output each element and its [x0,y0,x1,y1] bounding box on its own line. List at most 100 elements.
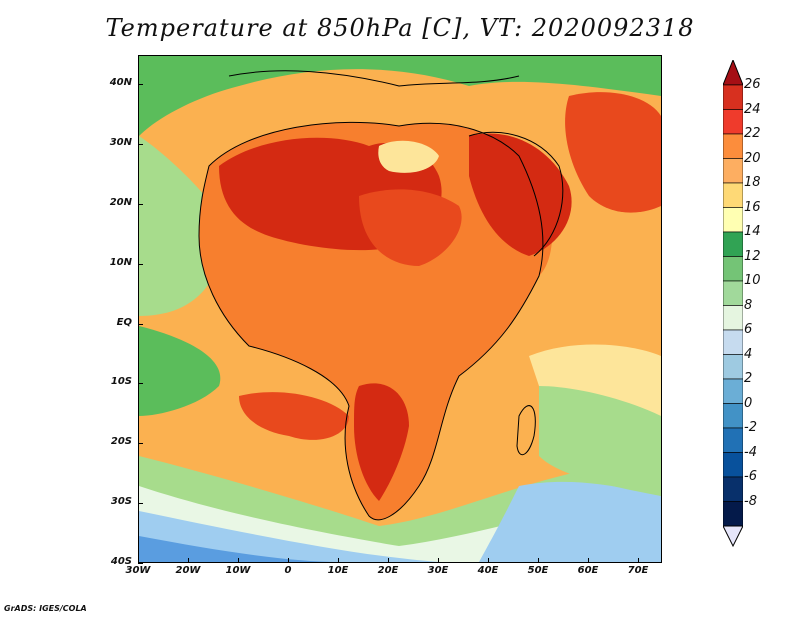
longitude-label: 10E [327,565,349,576]
latitude-label: 10N [109,256,132,268]
colorbar-segment [723,305,743,331]
colorbar-label: 16 [744,199,761,215]
longitude-tick [488,558,489,563]
longitude-tick [338,558,339,563]
longitude-label: 40E [477,565,499,576]
longitude-label: 70E [627,565,649,576]
colorbar-segment [723,427,743,453]
colorbar-label: 10 [744,273,761,288]
latitude-tick [138,263,143,265]
map-canvas [139,56,661,562]
colorbar-segment [723,329,743,355]
colorbar-label: 2 [744,371,753,386]
longitude-tick [188,558,189,563]
latitude-tick [138,503,143,505]
longitude-label: 10W [225,565,251,576]
longitude-label: 0 [284,565,292,576]
colorbar-segment [723,501,743,527]
longitude-label: 30W [125,565,151,576]
latitude-tick [138,443,143,445]
latitude-tick [138,143,143,145]
indian-ocean-yellow [529,344,661,416]
latitude-label: EQ [116,316,132,328]
latitude-label: 20S [110,436,132,448]
latitude-tick [138,84,143,85]
longitude-tick [538,558,539,563]
colorbar-segment [723,84,743,110]
colorbar-segment [723,133,743,159]
temperature-colorbar [723,60,743,548]
colorbar-segment [723,403,743,429]
longitude-label: 20W [175,565,201,576]
map-title: Temperature at 850hPa [C], VT: 202009231… [105,14,695,42]
colorbar-segment [723,256,743,282]
colorbar-label: 4 [744,346,753,362]
longitude-tick [238,558,239,563]
colorbar-label: -2 [744,420,757,435]
latitude-tick [138,563,143,564]
colorbar-top-arrow [723,60,743,86]
latitude-label: 10S [110,376,132,388]
arabia-coastline [468,131,564,257]
colorbar-label: 12 [744,248,761,264]
colorbar-label: 20 [744,150,761,166]
longitude-label: 50E [527,565,549,576]
colorbar-label: -6 [744,469,757,484]
latitude-label: 40N [109,77,132,88]
indian-ocean-green [539,383,661,496]
longitude-label: 60E [577,565,599,576]
latitude-tick [138,383,143,385]
colorbar-segment [723,476,743,502]
colorbar-label: 22 [744,126,761,141]
colorbar-segment [723,452,743,478]
colorbar-label: 14 [744,224,761,239]
colorbar-label: 26 [744,77,761,92]
colorbar-segment [723,158,743,184]
colorbar-label: 18 [744,175,761,190]
colorbar-label: 6 [744,322,753,337]
colorbar-segment [723,231,743,257]
colorbar-label: -8 [744,493,757,509]
southern-africa-hot [354,383,409,501]
longitude-tick [388,558,389,563]
longitude-tick [438,558,439,563]
latitude-label: 30N [109,136,132,148]
africa-coastline [198,121,544,521]
credit-text: GrADS: IGES/COLA [4,604,87,613]
egypt-cool-patch [378,140,439,173]
colorbar-segment [723,378,743,404]
southeast-blue [479,481,661,562]
latitude-tick [138,203,143,205]
longitude-label: 20E [377,565,399,576]
latitude-label: 20N [109,196,132,208]
south-blue [139,536,339,562]
colorbar-label: 24 [744,101,761,117]
longitude-tick [138,558,139,563]
north-green-field [139,56,661,136]
europe-coastline [228,70,520,87]
longitude-tick [588,558,589,563]
sahel-hot-field [359,189,462,266]
west-atlantic-field [139,136,221,316]
colorbar-label: 0 [744,395,753,411]
colorbar-segment [723,280,743,306]
longitude-label: 30E [427,565,449,576]
longitude-tick [638,558,639,563]
colorbar-segment [723,207,743,233]
colorbar-bottom-arrow [723,525,743,548]
equatorial-atlantic-green [139,326,221,416]
iran-hot-field [565,92,661,213]
madagascar-outline [516,405,536,456]
south-atlantic-warm-tongue [239,392,349,440]
arabia-hot-field [469,133,572,256]
longitude-tick [288,558,289,563]
temperature-map [138,55,662,563]
colorbar-segment [723,354,743,380]
colorbar-label: -4 [744,444,757,460]
latitude-label: 40S [110,556,132,567]
colorbar-segment [723,182,743,208]
latitude-label: 30S [110,496,132,508]
colorbar-label: 8 [744,297,753,313]
colorbar-segment [723,109,743,135]
latitude-tick [138,323,143,325]
